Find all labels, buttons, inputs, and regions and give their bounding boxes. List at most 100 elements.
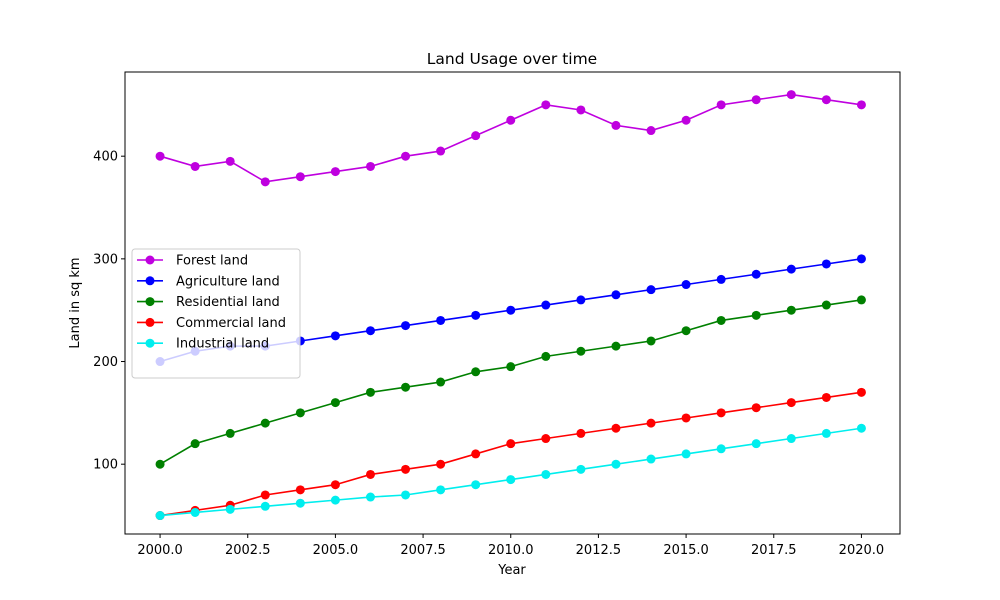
data-point-0-20 bbox=[856, 100, 866, 110]
data-point-0-7 bbox=[401, 151, 411, 161]
data-point-2-2 bbox=[225, 428, 235, 438]
data-point-4-8 bbox=[436, 485, 446, 495]
data-point-4-11 bbox=[541, 469, 551, 479]
data-point-2-3 bbox=[260, 418, 270, 428]
legend-label-1: Agriculture land bbox=[176, 274, 280, 289]
data-point-2-15 bbox=[681, 326, 691, 336]
data-point-3-20 bbox=[856, 387, 866, 397]
data-point-1-13 bbox=[611, 290, 621, 300]
data-point-2-0 bbox=[155, 459, 165, 469]
data-point-4-5 bbox=[330, 495, 340, 505]
legend-label-2: Residential land bbox=[176, 295, 280, 310]
data-point-1-17 bbox=[751, 269, 761, 279]
data-point-1-15 bbox=[681, 280, 691, 290]
data-point-0-0 bbox=[155, 151, 165, 161]
data-point-4-18 bbox=[786, 434, 796, 444]
data-point-2-7 bbox=[401, 382, 411, 392]
data-point-0-19 bbox=[821, 95, 831, 105]
data-point-4-9 bbox=[471, 480, 481, 490]
data-point-4-3 bbox=[260, 501, 270, 511]
data-point-3-17 bbox=[751, 403, 761, 413]
data-point-4-14 bbox=[646, 454, 656, 464]
data-point-3-4 bbox=[295, 485, 305, 495]
data-point-2-17 bbox=[751, 310, 761, 320]
data-point-1-8 bbox=[436, 315, 446, 325]
data-point-0-11 bbox=[541, 100, 551, 110]
legend-marker-4 bbox=[145, 338, 155, 348]
y-axis: 100 200 300 400 bbox=[93, 150, 125, 473]
data-point-3-10 bbox=[506, 439, 516, 449]
legend: Forest land Agriculture land Residential l… bbox=[131, 248, 301, 379]
data-point-0-13 bbox=[611, 120, 621, 130]
data-point-3-18 bbox=[786, 398, 796, 408]
legend-label-4: Industrial land bbox=[176, 337, 269, 352]
data-point-0-2 bbox=[225, 156, 235, 166]
y-axis-label: Land in sq km bbox=[68, 257, 83, 348]
data-point-4-16 bbox=[716, 444, 726, 454]
legend-label-3: Commercial land bbox=[176, 316, 286, 331]
data-point-0-4 bbox=[295, 172, 305, 182]
data-point-2-6 bbox=[365, 387, 375, 397]
data-point-0-18 bbox=[786, 90, 796, 100]
data-point-2-1 bbox=[190, 439, 200, 449]
data-point-4-19 bbox=[821, 428, 831, 438]
data-point-3-7 bbox=[401, 464, 411, 474]
data-point-2-10 bbox=[506, 362, 516, 372]
data-point-2-5 bbox=[330, 398, 340, 408]
legend-marker-0 bbox=[145, 255, 155, 265]
data-point-2-14 bbox=[646, 336, 656, 346]
data-point-4-7 bbox=[401, 490, 411, 500]
data-point-3-9 bbox=[471, 449, 481, 459]
data-point-4-12 bbox=[576, 464, 586, 474]
data-point-0-8 bbox=[436, 146, 446, 156]
data-point-4-17 bbox=[751, 439, 761, 449]
data-point-3-14 bbox=[646, 418, 656, 428]
x-tick-label-2: 2005.0 bbox=[313, 543, 359, 558]
x-tick-label-4: 2010.0 bbox=[488, 543, 534, 558]
data-point-0-14 bbox=[646, 126, 656, 136]
data-point-1-20 bbox=[856, 254, 866, 264]
legend-marker-3 bbox=[145, 317, 155, 327]
x-tick-label-3: 2007.5 bbox=[400, 543, 446, 558]
data-point-4-10 bbox=[506, 475, 516, 485]
data-point-2-13 bbox=[611, 341, 621, 351]
data-point-2-8 bbox=[436, 377, 446, 387]
data-point-4-20 bbox=[856, 423, 866, 433]
data-point-3-15 bbox=[681, 413, 691, 423]
data-point-0-17 bbox=[751, 95, 761, 105]
data-point-0-16 bbox=[716, 100, 726, 110]
data-point-1-18 bbox=[786, 264, 796, 274]
data-point-4-4 bbox=[295, 498, 305, 508]
x-tick-label-1: 2002.5 bbox=[225, 543, 271, 558]
legend-box bbox=[131, 248, 301, 379]
data-point-2-4 bbox=[295, 408, 305, 418]
data-point-4-0 bbox=[155, 511, 165, 521]
data-point-1-19 bbox=[821, 259, 831, 269]
data-point-4-6 bbox=[365, 492, 375, 502]
data-point-0-1 bbox=[190, 161, 200, 171]
data-point-3-11 bbox=[541, 434, 551, 444]
data-point-1-16 bbox=[716, 274, 726, 284]
data-point-3-5 bbox=[330, 480, 340, 490]
data-point-1-6 bbox=[365, 326, 375, 336]
data-point-3-3 bbox=[260, 490, 270, 500]
data-point-3-13 bbox=[611, 423, 621, 433]
y-tick-label-3: 400 bbox=[93, 150, 118, 165]
x-tick-label-6: 2015.0 bbox=[663, 543, 709, 558]
data-point-2-18 bbox=[786, 305, 796, 315]
plot-area bbox=[155, 90, 866, 521]
data-point-2-20 bbox=[856, 295, 866, 305]
y-tick-label-0: 100 bbox=[93, 458, 118, 473]
data-point-1-9 bbox=[471, 310, 481, 320]
data-point-0-5 bbox=[330, 167, 340, 177]
data-point-3-12 bbox=[576, 428, 586, 438]
x-tick-label-5: 2012.5 bbox=[576, 543, 622, 558]
data-point-4-15 bbox=[681, 449, 691, 459]
data-point-0-10 bbox=[506, 115, 516, 125]
data-point-2-16 bbox=[716, 315, 726, 325]
x-tick-label-8: 2020.0 bbox=[839, 543, 885, 558]
data-point-0-6 bbox=[365, 161, 375, 171]
data-point-1-12 bbox=[576, 295, 586, 305]
plot-frame bbox=[124, 71, 901, 535]
